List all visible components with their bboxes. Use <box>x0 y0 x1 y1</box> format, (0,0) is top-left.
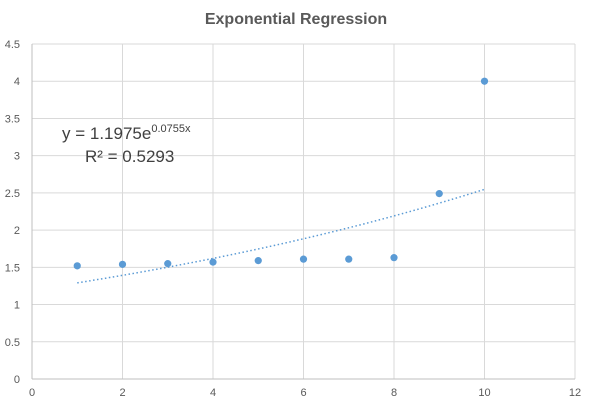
y-tick-label: 0.5 <box>5 337 20 349</box>
gridlines <box>32 43 576 379</box>
data-point <box>73 262 81 270</box>
y-tick-label: 1 <box>14 300 20 312</box>
data-point <box>345 255 353 263</box>
y-tick-label: 4.5 <box>5 39 20 51</box>
y-tick-label: 4 <box>14 76 20 88</box>
axes <box>31 44 575 380</box>
tick-labels: 0 0.5 1 1.5 2 2.5 3 3.5 4 4.5 0 2 4 6 8 10 12 <box>5 39 581 399</box>
trendline-group <box>77 188 485 284</box>
data-point <box>299 255 308 263</box>
data-point <box>435 190 443 198</box>
y-tick-label: 2.5 <box>5 188 20 200</box>
data-point <box>164 260 172 268</box>
r-squared-label: R² = 0.5293 <box>85 147 174 166</box>
x-tick-label: 0 <box>29 387 35 399</box>
trendline-equation: y = 1.1975e0.0755x <box>62 123 191 143</box>
y-tick-label: 2 <box>14 225 20 237</box>
x-tick-label: 6 <box>300 387 306 399</box>
x-tick-label: 4 <box>210 387 216 399</box>
equation-base: y = 1.1975e <box>62 124 151 143</box>
x-tick-label: 8 <box>391 387 397 399</box>
y-tick-label: 3.5 <box>5 113 20 125</box>
trendline <box>77 188 485 284</box>
y-tick-label: 0 <box>14 374 20 386</box>
x-tick-label: 10 <box>478 387 490 399</box>
y-tick-label: 3 <box>14 151 20 163</box>
data-point <box>118 260 127 268</box>
data-point <box>480 77 489 85</box>
chart-title: Exponential Regression <box>205 11 387 28</box>
data-point <box>390 254 398 262</box>
data-points <box>73 77 489 270</box>
x-tick-label: 12 <box>569 387 581 399</box>
data-point <box>209 258 217 266</box>
x-tick-label: 2 <box>119 387 125 399</box>
y-tick-label: 1.5 <box>5 262 20 274</box>
equation-exponent: 0.0755x <box>151 123 191 135</box>
data-point <box>254 257 262 265</box>
